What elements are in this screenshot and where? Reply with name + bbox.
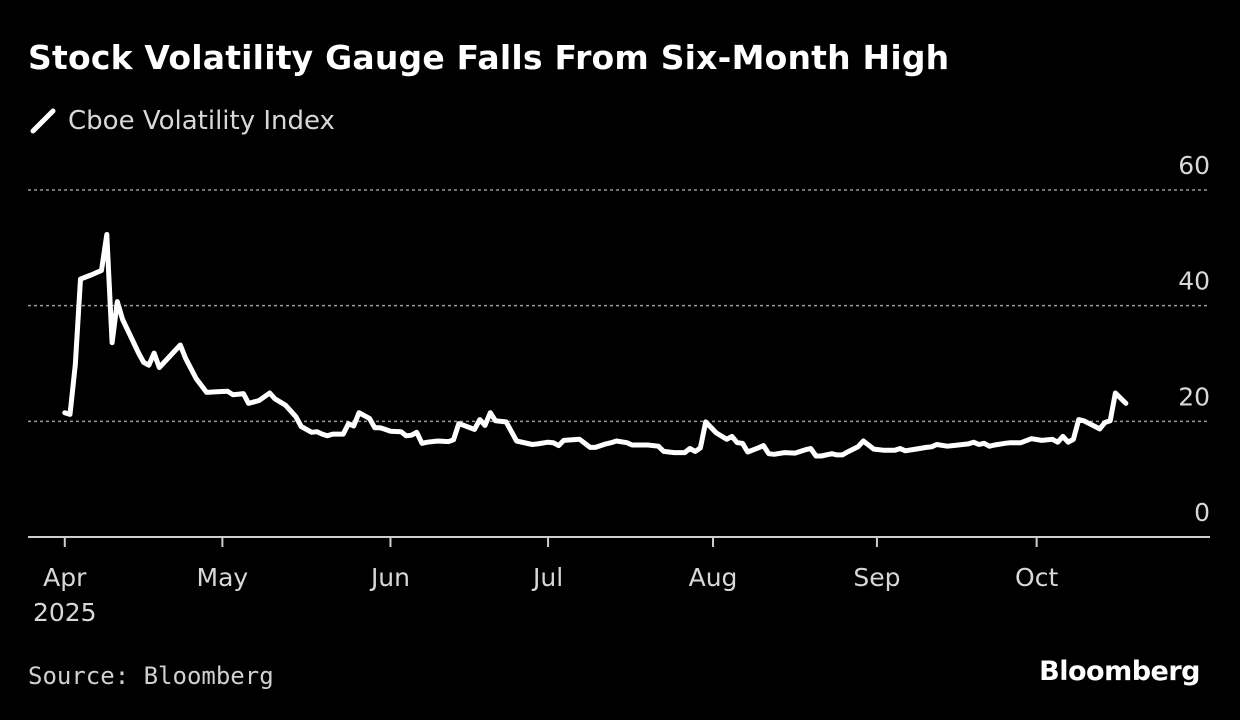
y-tick-label-0: 0 — [1194, 498, 1210, 527]
series-line-vix — [62, 232, 1129, 459]
y-tick-label-60: 60 — [1178, 151, 1210, 180]
y-tick-label-20: 20 — [1178, 382, 1210, 411]
brand-logo: Bloomberg — [1039, 656, 1200, 687]
x-tick-label-apr: Apr — [43, 563, 87, 592]
x-tick-label-sep: Sep — [853, 563, 900, 592]
x-tick-label-jul: Jul — [531, 563, 563, 592]
legend-line-icon — [30, 108, 56, 134]
x-tick-sublabel-year: 2025 — [33, 598, 97, 627]
x-tick-label-jun: Jun — [369, 563, 410, 592]
y-tick-label-40: 40 — [1178, 267, 1210, 296]
x-tick-label-aug: Aug — [689, 563, 738, 592]
source-note: Source: Bloomberg — [28, 662, 274, 690]
legend-label: Cboe Volatility Index — [68, 106, 335, 136]
chart-legend: Cboe Volatility Index — [28, 106, 335, 136]
x-tick-label-may: May — [197, 563, 249, 592]
x-tick-label-oct: Oct — [1015, 563, 1058, 592]
chart-title: Stock Volatility Gauge Falls From Six-Mo… — [28, 38, 950, 77]
